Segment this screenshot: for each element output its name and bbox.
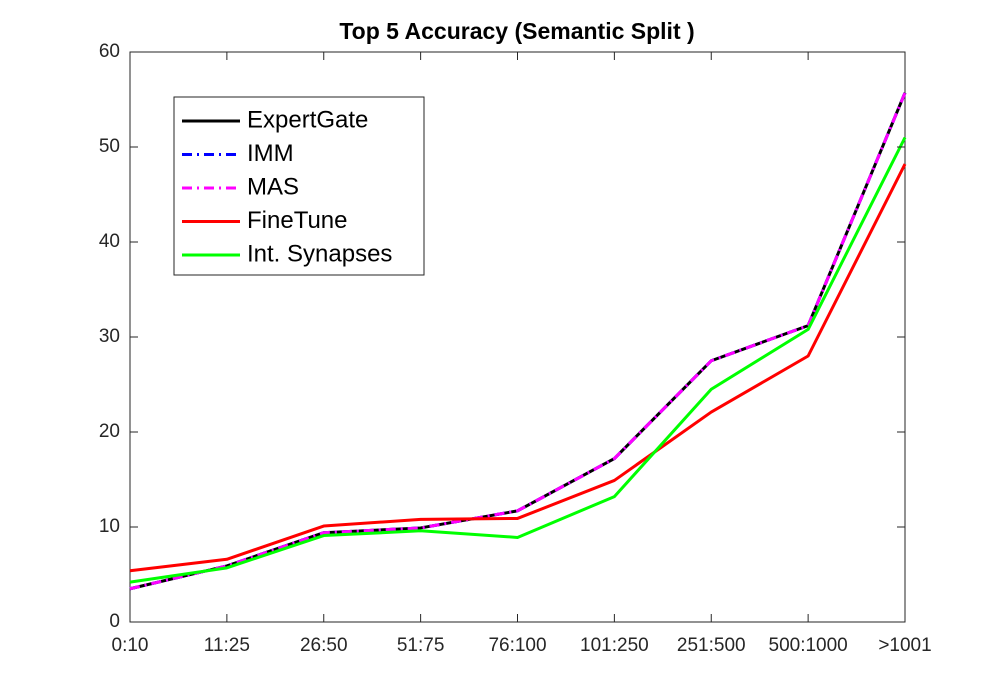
series-line — [129, 136, 907, 584]
legend-label: IMM — [247, 140, 294, 167]
x-tick-label: 0:10 — [112, 635, 149, 656]
legend-label: Int. Synapses — [247, 240, 392, 267]
chart-title: Top 5 Accuracy (Semantic Split ) — [339, 18, 694, 44]
series-line — [129, 163, 907, 573]
y-tick-label: 20 — [99, 421, 120, 442]
series-line — [129, 92, 907, 591]
legend-label: ExpertGate — [247, 106, 368, 133]
x-tick-label: 51:75 — [397, 635, 445, 656]
legend-box — [173, 96, 425, 276]
y-tick-label: 60 — [99, 41, 120, 62]
legend-label: MAS — [247, 173, 299, 200]
legend-label: FineTune — [247, 207, 348, 234]
y-tick-label: 40 — [99, 231, 120, 252]
x-tick-label: 26:50 — [300, 635, 348, 656]
y-tick-label: 0 — [109, 611, 120, 632]
x-tick-label: 500:1000 — [769, 635, 848, 656]
legend: ExpertGate IMM MAS FineTune Int. Synapses — [182, 106, 392, 267]
plot-area — [129, 92, 907, 591]
y-tick-label: 30 — [99, 326, 120, 347]
y-tick-label: 10 — [99, 516, 120, 537]
x-tick-label: 251:500 — [677, 635, 746, 656]
x-tick-label: 76:100 — [488, 635, 546, 656]
y-tick-label: 50 — [99, 136, 120, 157]
x-tick-label: >1001 — [878, 635, 931, 656]
x-tick-label: 101:250 — [580, 635, 649, 656]
x-tick-label: 11:25 — [204, 635, 250, 656]
